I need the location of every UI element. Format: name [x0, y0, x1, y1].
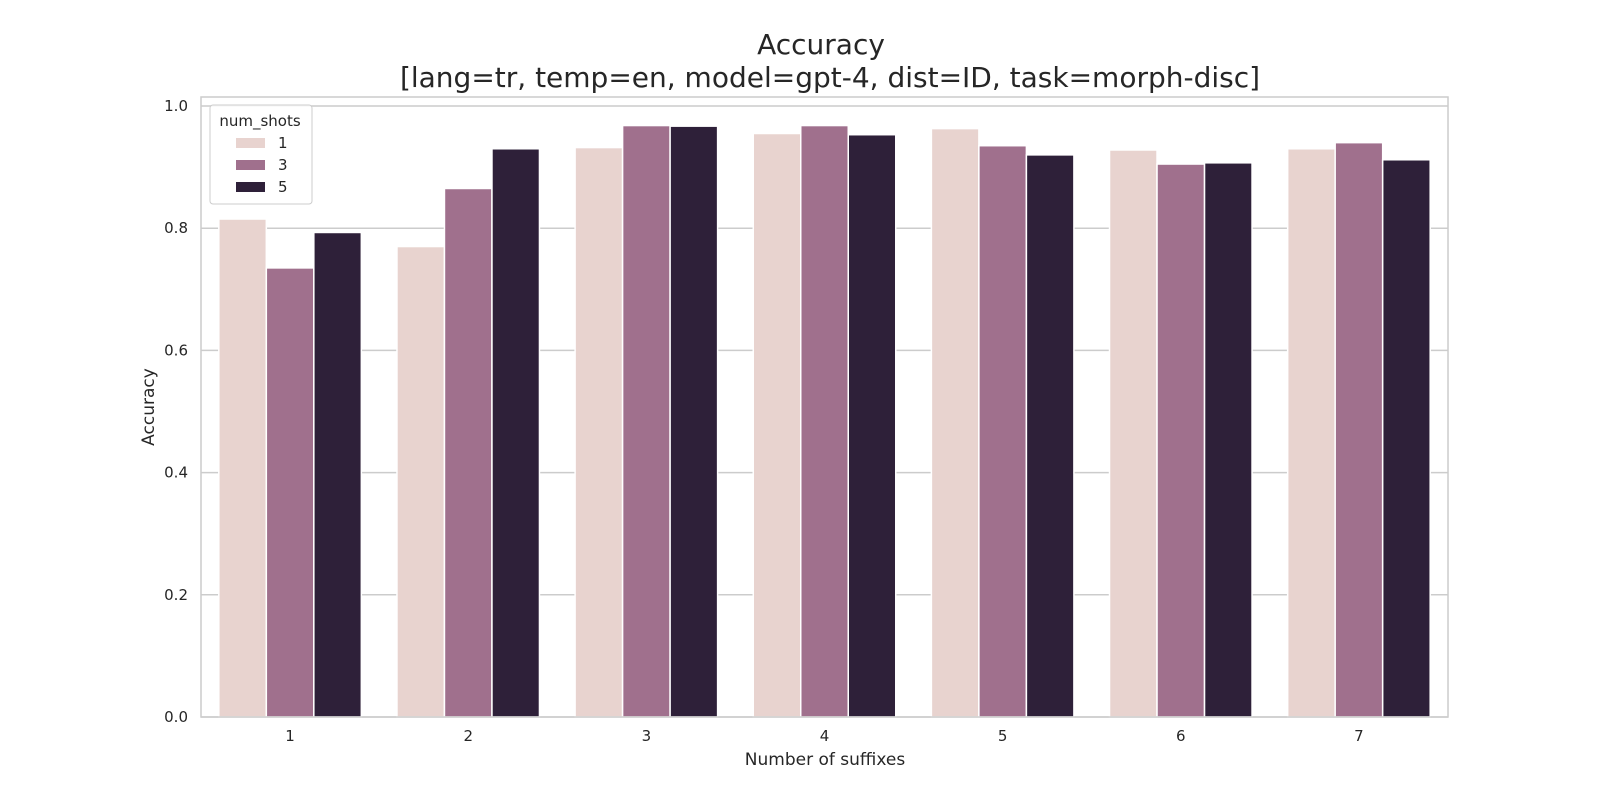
- x-axis-label: Number of suffixes: [745, 750, 906, 770]
- bar-series-3-cat-2: [443, 187, 493, 718]
- bar-series-5-cat-4: [847, 133, 897, 718]
- legend-items: 1 3 5: [236, 134, 288, 196]
- x-tick-label: 4: [820, 727, 830, 745]
- y-tick-label: 0.0: [164, 708, 188, 726]
- bar-series-3-cat-6: [1156, 163, 1206, 718]
- chart-title: Accuracy: [757, 28, 885, 61]
- bar-series-1-cat-1: [218, 218, 268, 718]
- legend-label: 5: [278, 178, 288, 196]
- legend-swatch-5: [236, 182, 265, 192]
- y-tick-labels: 0.0 0.2 0.4 0.6 0.8 1.0: [164, 97, 188, 726]
- bar-series-1-cat-2: [396, 245, 446, 718]
- x-tick-label: 5: [998, 727, 1008, 745]
- legend-title: num_shots: [219, 112, 301, 131]
- bar-series-5-cat-5: [1025, 154, 1075, 718]
- x-tick-labels: 1 2 3 4 5 6 7: [285, 727, 1363, 745]
- y-tick-label: 0.4: [164, 464, 188, 482]
- bar-series-3-cat-7: [1334, 141, 1384, 718]
- x-tick-label: 1: [285, 727, 295, 745]
- y-tick-label: 1.0: [164, 97, 188, 115]
- y-tick-label: 0.2: [164, 586, 188, 604]
- bar-series-1-cat-6: [1108, 149, 1158, 718]
- bar-series-5-cat-3: [669, 125, 719, 718]
- legend-swatch-1: [236, 138, 265, 148]
- bar-series-5-cat-1: [313, 231, 363, 718]
- bar-series-3-cat-5: [978, 144, 1028, 718]
- legend-label: 3: [278, 156, 288, 174]
- plot-frame: [200, 96, 1449, 718]
- x-tick-label: 3: [642, 727, 652, 745]
- bar-series-1-cat-5: [930, 127, 980, 718]
- bar-series-3-cat-3: [621, 124, 671, 718]
- x-tick-label: 7: [1354, 727, 1364, 745]
- legend-label: 1: [278, 134, 288, 152]
- y-tick-label: 0.6: [164, 341, 188, 359]
- bar-series-1-cat-3: [574, 146, 624, 718]
- x-tick-label: 2: [463, 727, 473, 745]
- bar-series-1-cat-7: [1286, 148, 1336, 718]
- bar-series-5-cat-6: [1203, 162, 1253, 718]
- bar-series-5-cat-2: [491, 148, 541, 718]
- chart-subtitle: [lang=tr, temp=en, model=gpt-4, dist=ID,…: [400, 61, 1260, 94]
- legend: num_shots 1 3 5: [209, 104, 313, 205]
- bar-series-3-cat-1: [265, 267, 315, 718]
- bar-series-3-cat-4: [799, 124, 850, 718]
- y-tick-label: 0.8: [164, 219, 188, 237]
- legend-swatch-3: [236, 160, 265, 170]
- x-tick-label: 6: [1176, 727, 1186, 745]
- y-axis-label: Accuracy: [139, 368, 159, 446]
- bar-series-1-cat-4: [752, 132, 802, 718]
- legend-box: [209, 104, 313, 205]
- bars: [218, 124, 1431, 718]
- bar-series-5-cat-7: [1381, 159, 1431, 718]
